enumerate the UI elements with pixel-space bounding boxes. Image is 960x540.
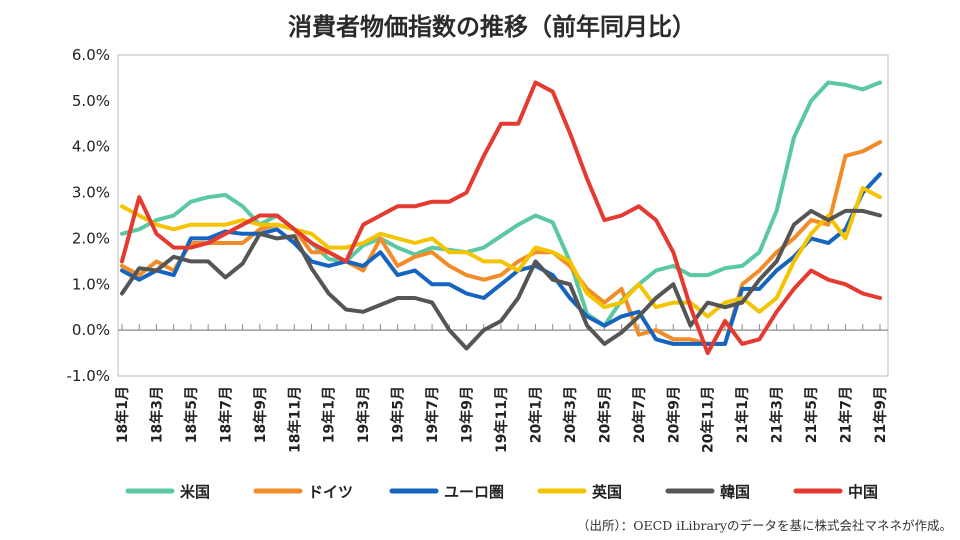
y-tick-label: 1.0% <box>72 275 110 293</box>
legend-label: 米国 <box>180 483 210 501</box>
y-tick-label: 5.0% <box>72 92 110 110</box>
legend-label: 中国 <box>848 483 878 501</box>
x-tick-label: 18年3月 <box>148 386 165 443</box>
x-tick-label: 18年7月 <box>217 386 234 443</box>
x-tick-label: 21年5月 <box>803 386 820 443</box>
series-line-中国 <box>120 80 882 356</box>
series-line-英国 <box>120 186 882 319</box>
x-tick-label: 19年7月 <box>424 386 441 443</box>
y-tick-label: 4.0% <box>72 138 110 156</box>
x-tick-label: 18年11月 <box>286 386 303 453</box>
legend-label: ドイツ <box>308 483 353 501</box>
plot-frame <box>117 54 889 377</box>
plot-border <box>117 54 889 377</box>
x-tick-label: 19年11月 <box>493 386 510 453</box>
y-axis: -1.0% 0.0% 1.0% 2.0% 3.0% 4.0% 5.0% 6.0% <box>66 46 110 385</box>
x-tick-label: 20年9月 <box>665 386 682 443</box>
x-tick-label: 20年5月 <box>596 386 613 443</box>
y-tick-label: 3.0% <box>72 184 110 202</box>
chart-title: 消費者物価指数の推移（前年同月比） <box>288 13 696 41</box>
y-tick-label: -1.0% <box>66 367 110 385</box>
x-tick-label: 20年11月 <box>700 386 717 453</box>
series-line-韓国 <box>120 208 882 351</box>
source-note: （出所）：OECD iLibraryのデータを基に株式会社マネネが作成。 <box>577 518 952 533</box>
legend-label: ユーロ圏 <box>444 483 504 501</box>
legend: 米国 ドイツ ユーロ圏 英国 韓国 中国 <box>125 483 878 501</box>
x-tick-label: 21年3月 <box>769 386 786 443</box>
x-tick-label: 21年7月 <box>838 386 855 443</box>
x-tick-label: 20年3月 <box>562 386 579 443</box>
y-tick-label: 6.0% <box>72 46 110 64</box>
x-tick-label: 20年7月 <box>631 386 648 443</box>
x-axis: 18年1月 18年3月 18年5月 18年7月 18年9月 18年11月 19年1月 19年3… <box>114 386 889 453</box>
series-line-米国 <box>120 80 882 328</box>
x-tick-label: 21年1月 <box>734 386 751 443</box>
x-tick-label: 19年9月 <box>459 386 476 443</box>
x-tick-label: 18年5月 <box>183 386 200 443</box>
y-tick-label: 2.0% <box>72 229 110 247</box>
series-line-ドイツ <box>120 140 882 346</box>
x-tick-label: 18年1月 <box>114 386 131 443</box>
legend-label: 英国 <box>592 483 622 501</box>
x-tick-label: 19年5月 <box>390 386 407 443</box>
series-lines <box>120 80 882 356</box>
x-tick-label: 19年1月 <box>321 386 338 443</box>
x-tick-label: 20年1月 <box>527 386 544 443</box>
x-tick-label: 21年9月 <box>872 386 889 443</box>
x-tick-label: 19年3月 <box>355 386 372 443</box>
x-tick-label: 18年9月 <box>252 386 269 443</box>
y-tick-label: 0.0% <box>72 321 110 339</box>
legend-label: 韓国 <box>720 483 750 501</box>
